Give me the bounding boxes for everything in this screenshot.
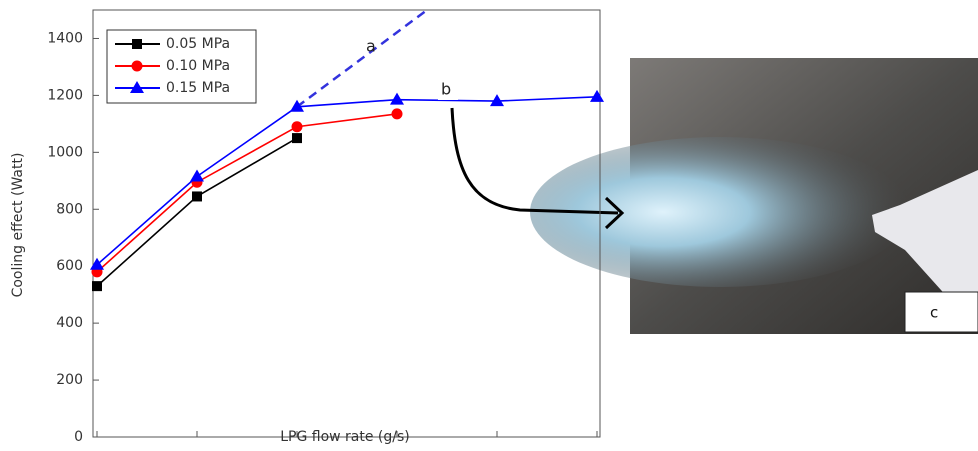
spray-jet <box>530 137 910 287</box>
y-tick-label: 1000 <box>47 144 83 160</box>
y-tick-label: 800 <box>56 201 83 217</box>
legend-label: 0.15 MPa <box>166 80 230 96</box>
extrapolation-line <box>296 8 428 108</box>
marker <box>390 92 404 105</box>
marker <box>190 169 204 182</box>
arrow-head <box>604 196 625 230</box>
legend-marker <box>131 60 143 72</box>
label-c: c <box>930 304 938 322</box>
marker <box>292 133 302 144</box>
arrow <box>450 107 619 215</box>
plot-frame <box>92 9 601 438</box>
marker <box>291 121 303 133</box>
annotation-b: b <box>441 80 451 99</box>
marker <box>192 191 202 202</box>
marker <box>290 99 304 112</box>
marker <box>391 108 403 120</box>
annotation-a: a <box>366 37 376 56</box>
nozzle <box>872 170 978 300</box>
label-box <box>904 291 978 333</box>
y-tick-label: 600 <box>56 258 83 274</box>
series-line <box>96 113 398 273</box>
y-axis-label: Cooling effect (Watt) <box>10 153 26 298</box>
legend-marker <box>130 81 144 93</box>
photo: c <box>530 58 978 334</box>
y-tick-label: 0 <box>74 429 83 445</box>
annotation-b-bg <box>438 78 458 100</box>
x-axis-label: LPG flow rate (g/s) <box>280 429 410 445</box>
series-line <box>96 137 298 287</box>
y-tick-label: 200 <box>56 372 83 388</box>
legend-marker <box>132 39 142 49</box>
legend-label: 0.10 MPa <box>166 58 230 74</box>
plot: 0200400600800100012001400123456ab0.05 MP… <box>47 8 604 451</box>
marker <box>590 89 604 102</box>
series-line <box>96 96 598 266</box>
legend-label: 0.05 MPa <box>166 36 230 52</box>
y-tick-label: 1400 <box>47 30 83 46</box>
marker <box>490 94 504 107</box>
legend: 0.05 MPa 0.10 MPa 0.15 MPa <box>106 29 257 104</box>
y-tick-label: 400 <box>56 315 83 331</box>
marker <box>90 257 104 270</box>
y-tick-label: 1200 <box>47 87 83 103</box>
marker <box>92 281 102 292</box>
